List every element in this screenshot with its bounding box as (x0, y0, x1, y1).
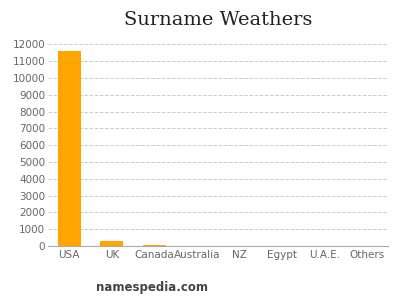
Title: Surname Weathers: Surname Weathers (124, 11, 312, 29)
Bar (142, 245, 166, 246)
Text: namespedia.com: namespedia.com (96, 281, 208, 294)
Bar (100, 242, 124, 246)
Bar (58, 51, 81, 246)
